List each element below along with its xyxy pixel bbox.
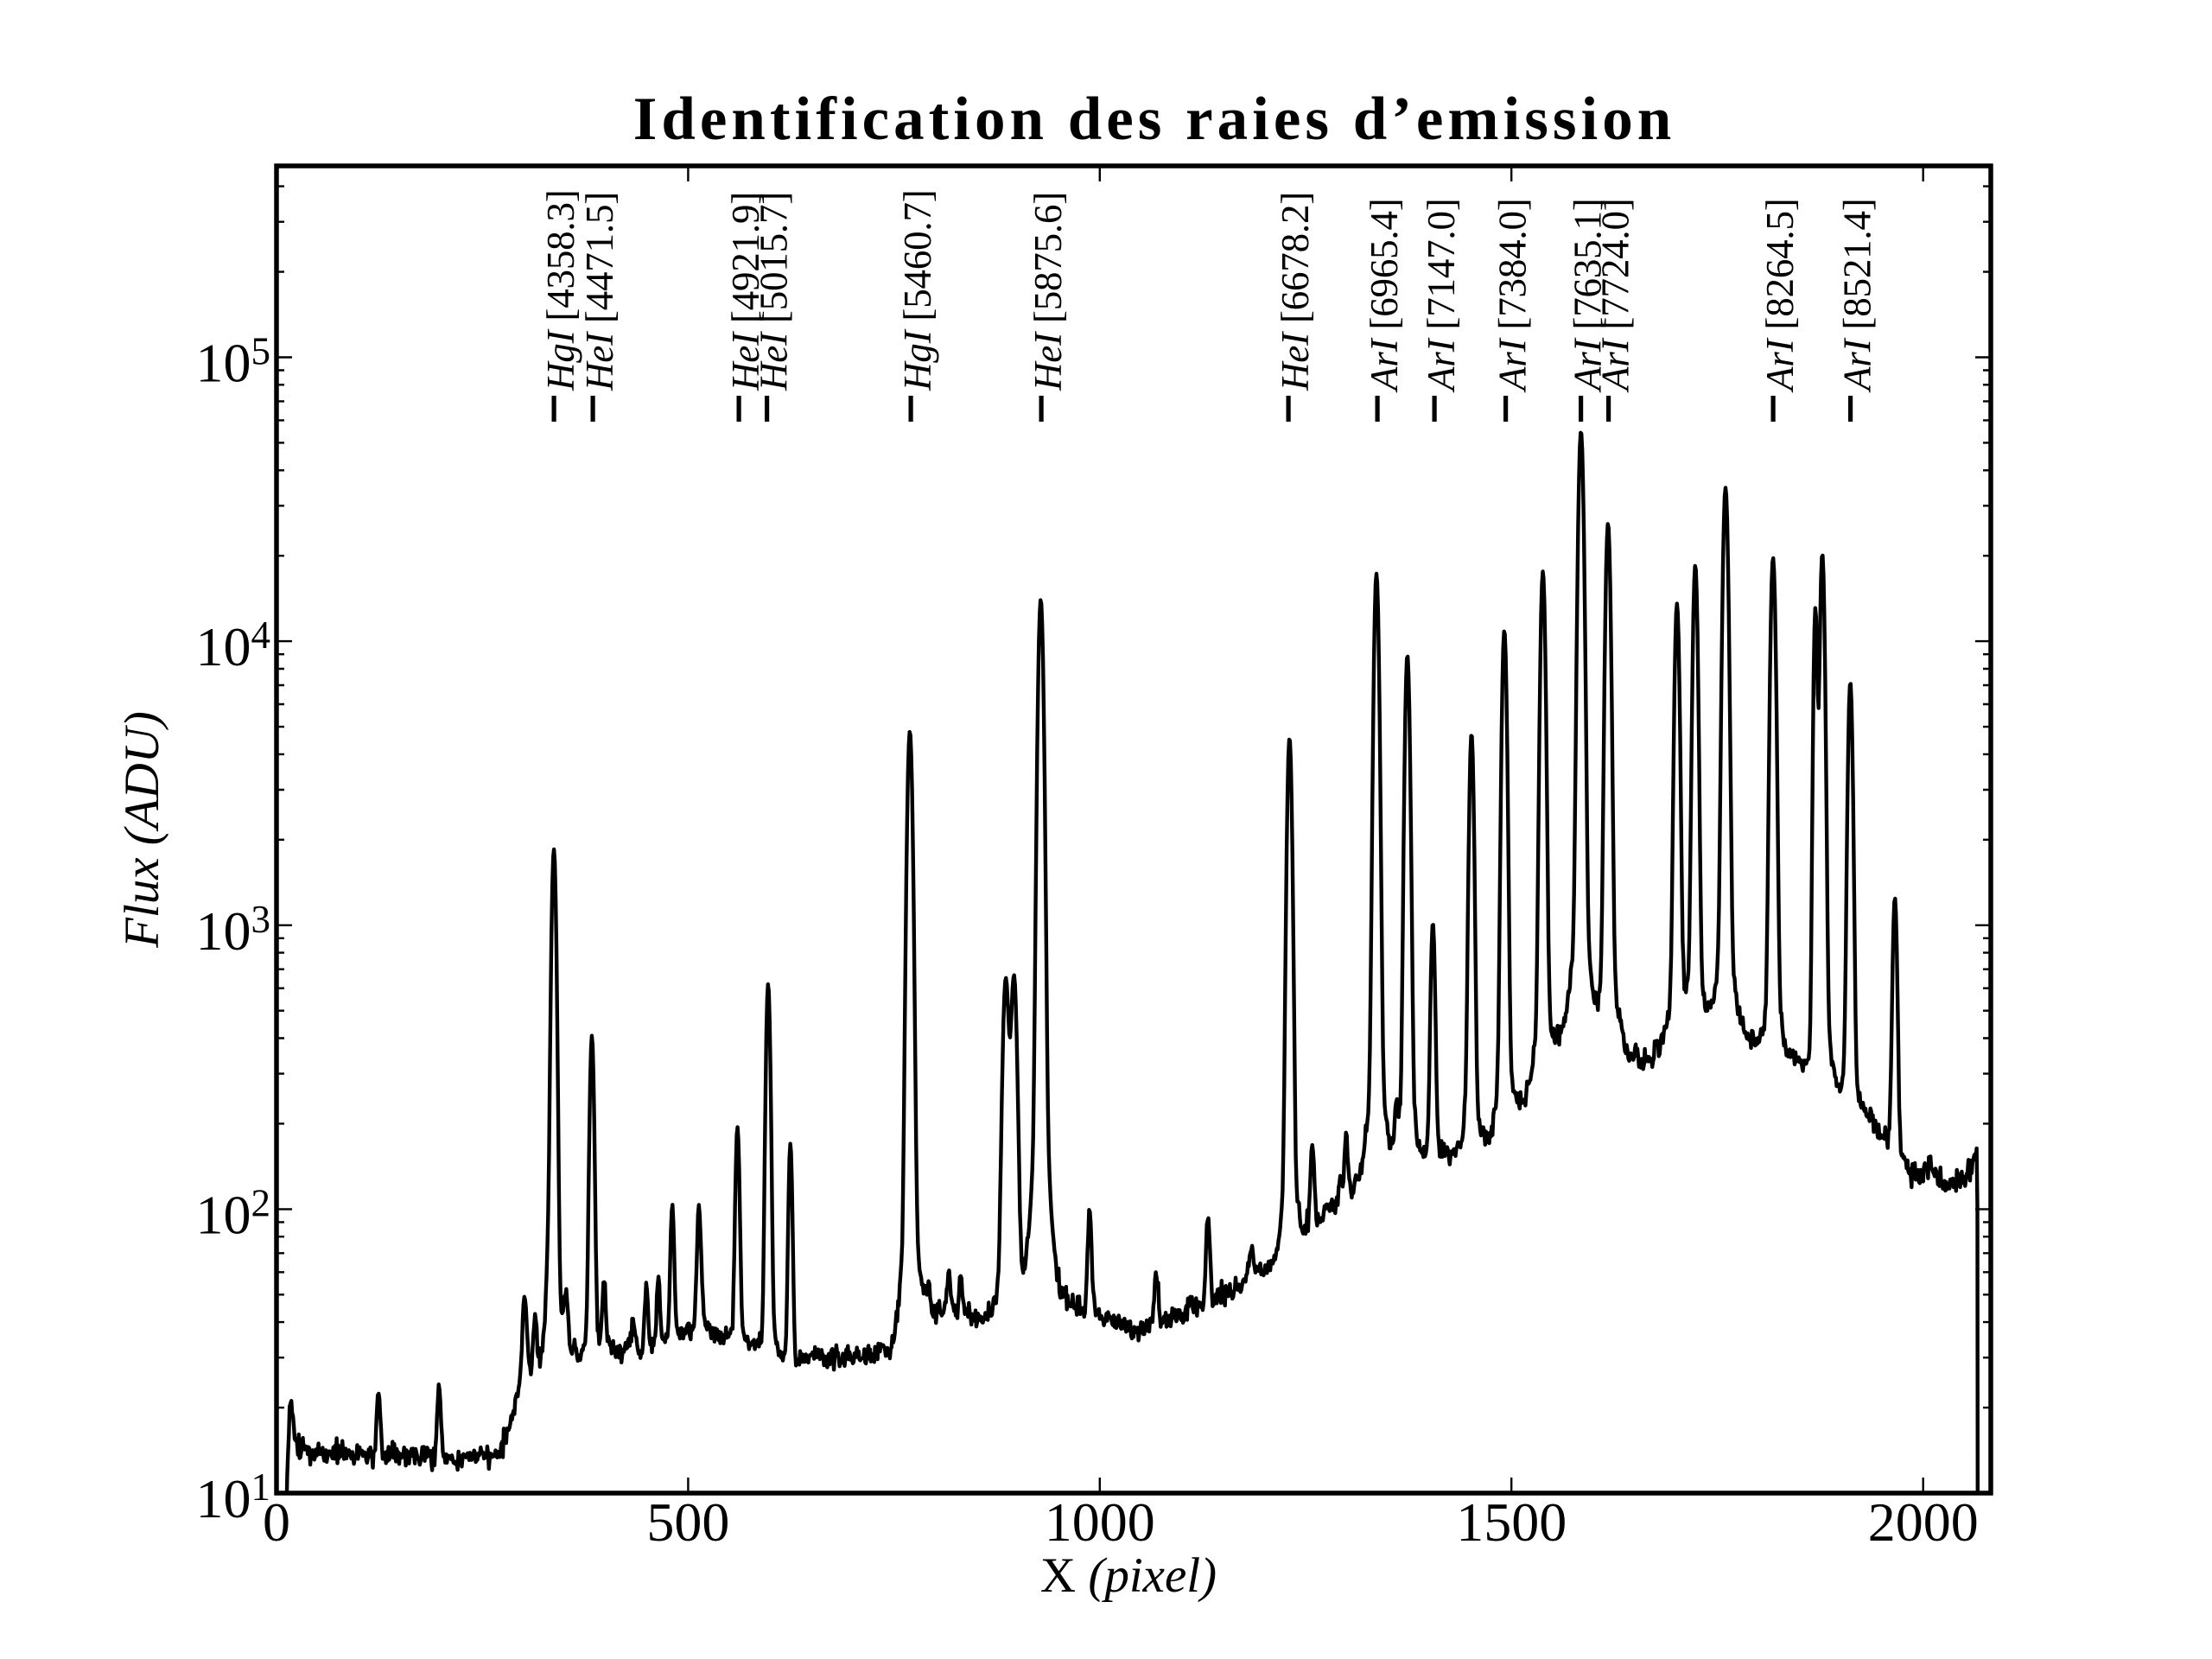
svg-text:ArI [8521.4]: ArI [8521.4] xyxy=(1836,198,1879,393)
svg-text:101: 101 xyxy=(196,1465,271,1529)
svg-text:HeI [4471.5]: HeI [4471.5] xyxy=(578,192,621,391)
svg-text:ArI [8264.5]: ArI [8264.5] xyxy=(1758,198,1802,393)
svg-text:ArI [7635.1]: ArI [7635.1] xyxy=(1567,198,1610,393)
svg-text:HeI [4921.9]: HeI [4921.9] xyxy=(724,192,767,391)
svg-text:500: 500 xyxy=(646,1491,729,1553)
svg-text:HgI [4358.3]: HgI [4358.3] xyxy=(539,189,582,391)
svg-text:ArI [7384.0]: ArI [7384.0] xyxy=(1491,198,1535,393)
svg-text:Flux (ADU): Flux (ADU) xyxy=(115,711,169,949)
svg-text:105: 105 xyxy=(196,330,271,394)
svg-text:ArI [7147.0]: ArI [7147.0] xyxy=(1420,198,1463,393)
svg-text:Identification des raies d’emi: Identification des raies d’emission xyxy=(633,86,1675,153)
svg-text:1000: 1000 xyxy=(1045,1491,1155,1553)
svg-text:1500: 1500 xyxy=(1456,1491,1567,1553)
svg-text:HeI [6678.2]: HeI [6678.2] xyxy=(1274,192,1317,391)
svg-text:HeI [5015.7]: HeI [5015.7] xyxy=(753,192,796,391)
svg-text:ArI [7724.0]: ArI [7724.0] xyxy=(1594,198,1637,393)
svg-text:HeI [5875.6]: HeI [5875.6] xyxy=(1027,192,1070,391)
svg-text:X (pixel): X (pixel) xyxy=(1040,1548,1217,1603)
svg-text:2000: 2000 xyxy=(1868,1491,1979,1553)
svg-text:ArI [6965.4]: ArI [6965.4] xyxy=(1363,198,1406,393)
svg-text:0: 0 xyxy=(263,1491,290,1553)
svg-text:HgI [5460.7]: HgI [5460.7] xyxy=(896,189,939,391)
